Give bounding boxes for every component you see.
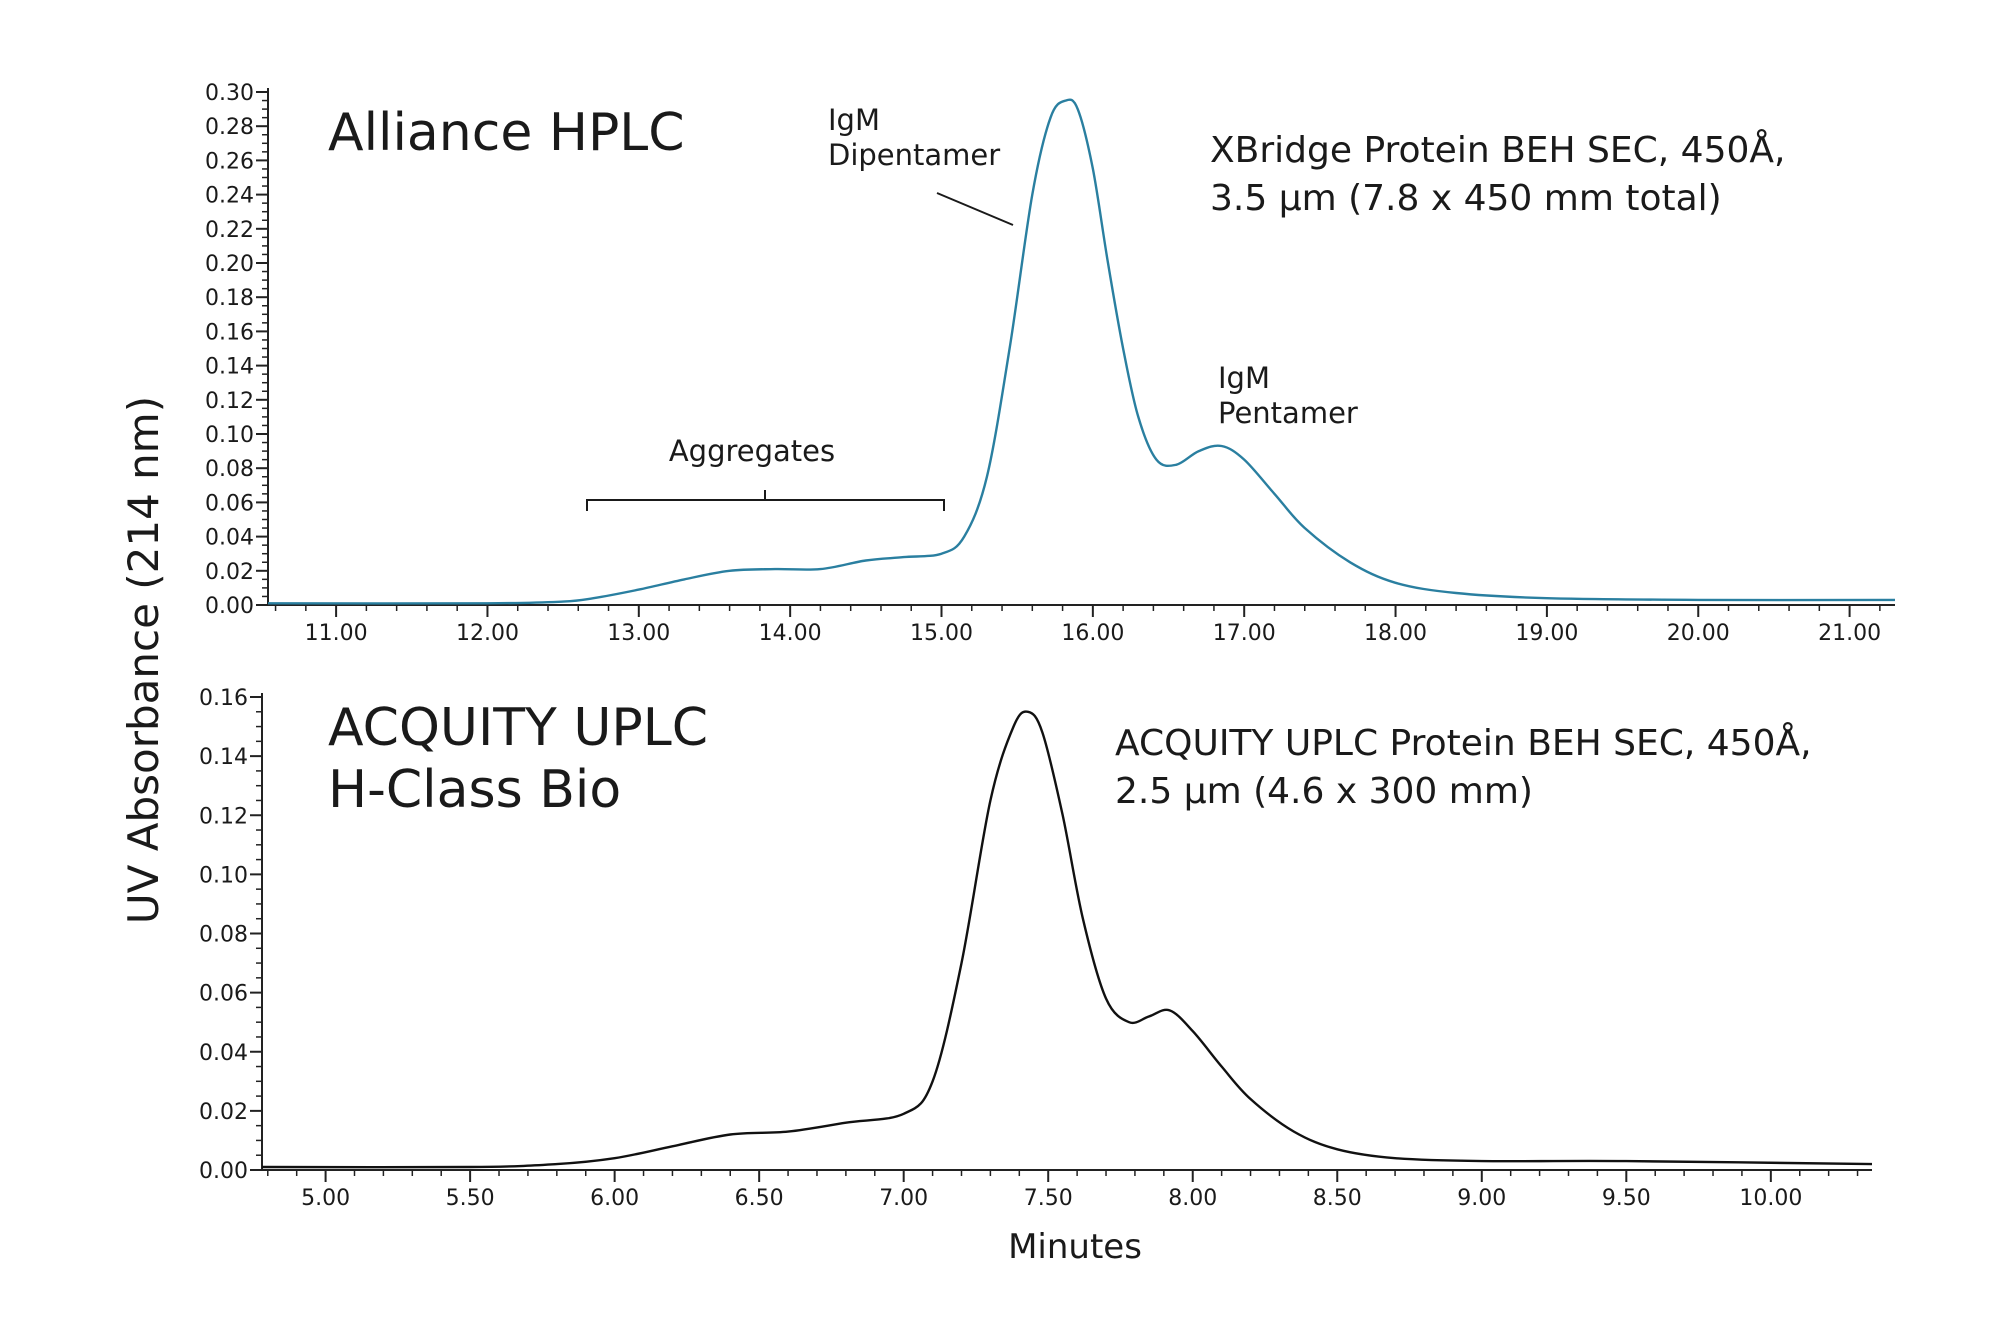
alliance-x-tick-label: 14.00 bbox=[759, 621, 822, 646]
alliance-y-tick-label: 0.12 bbox=[205, 389, 254, 414]
alliance-column-info-1: XBridge Protein BEH SEC, 450Å, bbox=[1210, 128, 1785, 171]
alliance-x-tick-label: 20.00 bbox=[1667, 621, 1730, 646]
alliance-y-tick-label: 0.14 bbox=[205, 355, 254, 380]
acquity-y-tick-label: 0.02 bbox=[199, 1100, 248, 1125]
alliance-column-info-2: 3.5 µm (7.8 x 450 mm total) bbox=[1210, 178, 1722, 219]
y-axis-title: UV Absorbance (214 nm) bbox=[119, 396, 168, 924]
alliance-y-tick-label: 0.20 bbox=[205, 252, 254, 277]
alliance-x-tick-label: 13.00 bbox=[607, 621, 670, 646]
acquity-y-tick-label: 0.16 bbox=[199, 686, 248, 711]
acquity-x-tick-label: 6.50 bbox=[735, 1186, 784, 1211]
alliance-trace bbox=[267, 98, 1896, 605]
alliance-x-tick-label: 19.00 bbox=[1515, 621, 1578, 646]
alliance-x-tick-label: 12.00 bbox=[456, 621, 519, 646]
alliance-x-tick-label: 15.00 bbox=[910, 621, 973, 646]
alliance-y-tick-label: 0.30 bbox=[205, 81, 254, 106]
dipentamer-leader-line bbox=[936, 192, 1014, 226]
alliance-y-tick-label: 0.08 bbox=[205, 457, 254, 482]
dipentamer-label-line1: IgM bbox=[828, 103, 880, 137]
alliance-x-tick-label: 16.00 bbox=[1061, 621, 1124, 646]
acquity-title-line2: H-Class Bio bbox=[328, 760, 621, 820]
aggregates-bracket bbox=[586, 490, 945, 511]
pentamer-label-line2: Pentamer bbox=[1218, 396, 1358, 430]
alliance-x-tick-label: 17.00 bbox=[1213, 621, 1276, 646]
acquity-x-tick-label: 7.50 bbox=[1024, 1186, 1073, 1211]
dipentamer-label-line2: Dipentamer bbox=[828, 138, 1000, 172]
acquity-y-tick-label: 0.00 bbox=[199, 1159, 248, 1184]
alliance-y-tick-label: 0.10 bbox=[205, 423, 254, 448]
acquity-x-tick-label: 7.00 bbox=[879, 1186, 928, 1211]
alliance-y-tick-label: 0.22 bbox=[205, 218, 254, 243]
acquity-y-tick-label: 0.08 bbox=[199, 923, 248, 948]
acquity-trace bbox=[261, 710, 1873, 1169]
acquity-column-info-2: 2.5 µm (4.6 x 300 mm) bbox=[1115, 771, 1533, 812]
alliance-y-tick-label: 0.06 bbox=[205, 491, 254, 516]
acquity-x-tick-label: 9.00 bbox=[1457, 1186, 1506, 1211]
alliance-y-tick-label: 0.28 bbox=[205, 115, 254, 140]
alliance-x-tick-label: 11.00 bbox=[305, 621, 368, 646]
alliance-y-tick-label: 0.24 bbox=[205, 184, 254, 209]
bottom-axes: 5.00 5.50 6.00 6.50 7.00 7.50 8.00 8.50 9.00 9.50… bbox=[199, 686, 1872, 1211]
alliance-y-tick-label: 0.04 bbox=[205, 526, 254, 551]
acquity-x-tick-label: 10.00 bbox=[1739, 1186, 1802, 1211]
acquity-title-line1: ACQUITY UPLC bbox=[328, 698, 708, 758]
acquity-x-tick-label: 8.00 bbox=[1168, 1186, 1217, 1211]
alliance-y-tick-label: 0.26 bbox=[205, 149, 254, 174]
alliance-x-tick-label: 18.00 bbox=[1364, 621, 1427, 646]
alliance-hplc-panel: 11.00 12.00 13.00 14.00 15.00 16.00 17.00 18.00… bbox=[205, 81, 1896, 646]
acquity-y-tick-label: 0.10 bbox=[199, 863, 248, 888]
alliance-title: Alliance HPLC bbox=[328, 103, 685, 163]
alliance-x-tick-label: 21.00 bbox=[1818, 621, 1881, 646]
acquity-column-info-1: ACQUITY UPLC Protein BEH SEC, 450Å, bbox=[1115, 721, 1812, 764]
acquity-y-tick-label: 0.14 bbox=[199, 745, 248, 770]
alliance-y-tick-label: 0.16 bbox=[205, 320, 254, 345]
acquity-x-tick-label: 6.00 bbox=[590, 1186, 639, 1211]
acquity-x-tick-label: 5.00 bbox=[301, 1186, 350, 1211]
acquity-y-tick-label: 0.06 bbox=[199, 982, 248, 1007]
acquity-x-tick-label: 5.50 bbox=[446, 1186, 495, 1211]
aggregates-label: Aggregates bbox=[669, 434, 835, 468]
acquity-y-tick-label: 0.12 bbox=[199, 804, 248, 829]
acquity-x-tick-label: 9.50 bbox=[1602, 1186, 1651, 1211]
x-axis-title: Minutes bbox=[1008, 1227, 1142, 1267]
acquity-uplc-panel: 5.00 5.50 6.00 6.50 7.00 7.50 8.00 8.50 9.00 9.50… bbox=[199, 686, 1873, 1211]
acquity-x-tick-label: 8.50 bbox=[1313, 1186, 1362, 1211]
acquity-y-tick-label: 0.04 bbox=[199, 1041, 248, 1066]
alliance-y-tick-label: 0.00 bbox=[205, 594, 254, 619]
top-axes: 11.00 12.00 13.00 14.00 15.00 16.00 17.00 18.00… bbox=[205, 81, 1895, 646]
alliance-y-tick-label: 0.02 bbox=[205, 560, 254, 585]
alliance-y-tick-label: 0.18 bbox=[205, 286, 254, 311]
pentamer-label-line1: IgM bbox=[1218, 361, 1270, 395]
